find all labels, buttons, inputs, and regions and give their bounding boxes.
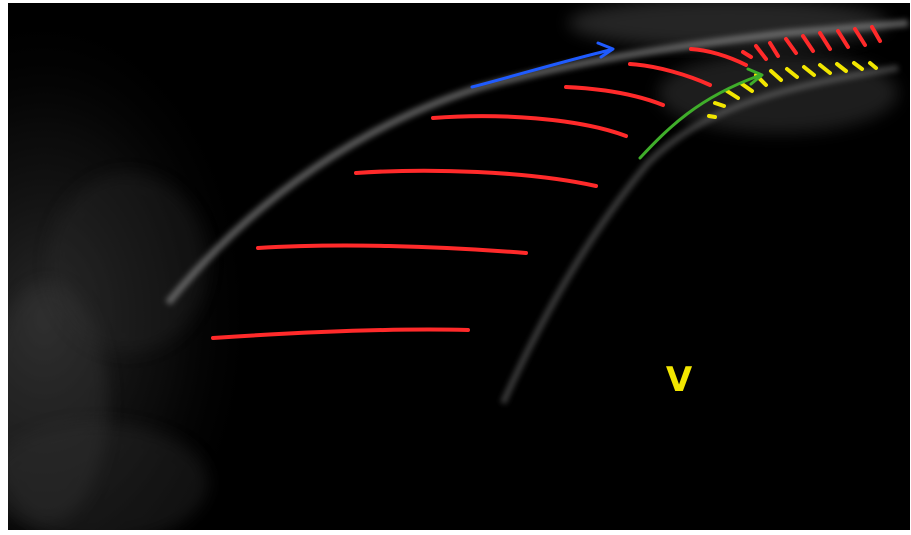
green-arrow-head <box>746 67 764 86</box>
green-arrow <box>638 67 764 160</box>
red-line <box>564 85 665 107</box>
blue-arrow <box>470 41 615 89</box>
vessel-label-v: V <box>665 360 693 400</box>
yellow-tick <box>835 62 848 73</box>
speckle-patch <box>8 423 208 530</box>
yellow-tick <box>713 101 726 108</box>
red-tick <box>801 34 815 53</box>
red-tick <box>836 29 850 49</box>
yellow-tick <box>707 114 717 119</box>
yellow-tick <box>769 69 783 82</box>
yellow-tick-marks <box>707 61 878 119</box>
ultrasound-image <box>8 3 910 530</box>
yellow-tick <box>740 82 754 93</box>
yellow-tick <box>802 65 816 77</box>
red-tick <box>768 41 780 58</box>
red-tick-marks <box>741 25 882 61</box>
red-line <box>211 327 470 340</box>
red-line <box>431 114 628 138</box>
red-tick <box>870 25 882 43</box>
yellow-tick <box>785 67 799 79</box>
yellow-tick <box>818 63 832 75</box>
red-tick <box>853 27 867 47</box>
blue-arrow-head <box>596 41 615 59</box>
yellow-tick <box>725 89 740 100</box>
red-tick <box>754 44 768 61</box>
yellow-tick <box>852 61 864 71</box>
red-tick <box>741 50 753 59</box>
green-arrow-shaft <box>638 74 760 160</box>
red-line <box>689 47 748 67</box>
red-tick <box>784 37 798 55</box>
speckle-patch <box>48 173 208 353</box>
red-line <box>256 243 528 255</box>
ultrasound-canvas <box>8 3 909 530</box>
red-line <box>354 168 598 188</box>
yellow-tick <box>868 61 878 70</box>
echo-band-inner <box>500 65 899 405</box>
blue-arrow-shaft <box>470 48 612 89</box>
echo-band-outer <box>165 19 909 306</box>
red-line <box>628 62 712 87</box>
red-tick <box>818 31 832 51</box>
speckle-patch <box>568 3 888 48</box>
red-hatch-lines <box>211 47 748 340</box>
